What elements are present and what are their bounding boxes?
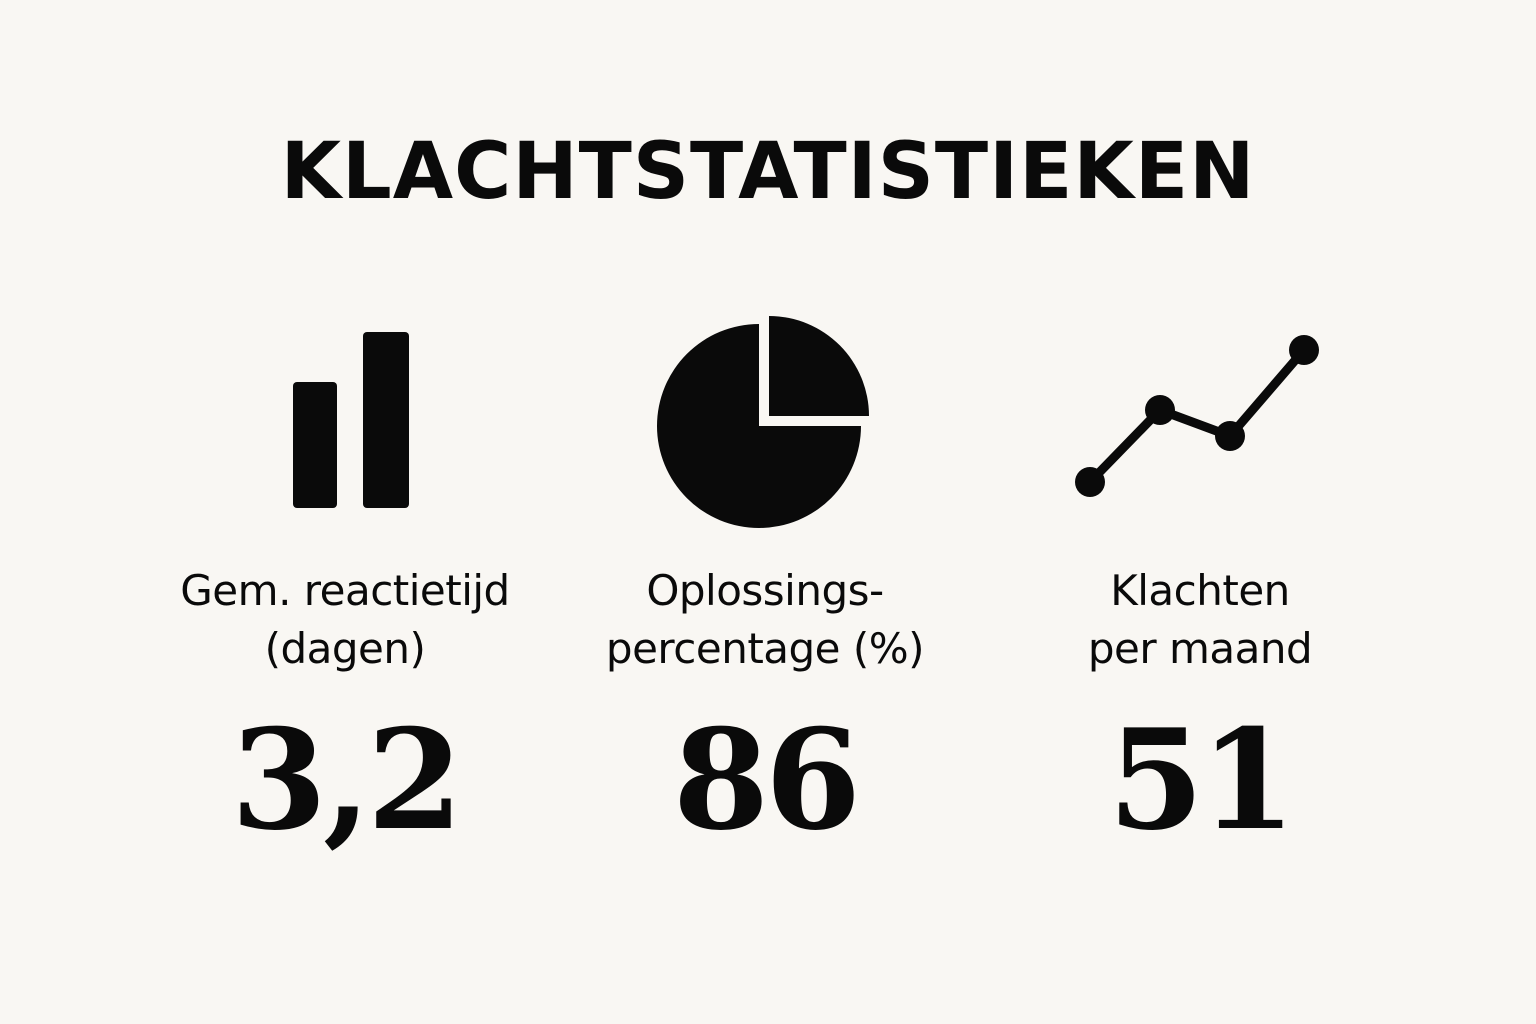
stat-label-complaints-per-month: Klachten per maand [980,562,1420,678]
stat-label-response-time: Gem. reactietijd (dagen) [125,562,565,678]
stat-card-response-time: Gem. reactietijd (dagen) 3,2 [125,300,565,860]
pie-chart-icon [545,300,985,540]
page-title: KLACHTSTATISTIEKEN [280,127,1256,217]
stat-value-complaints-per-month: 51 [1107,698,1296,861]
stat-label-resolution-rate: Oplossings- percentage (%) [545,562,985,678]
bar-chart-icon [125,300,565,540]
stat-label-line: Klachten [1110,566,1290,615]
stat-label-line: (dagen) [264,624,426,673]
line-chart-icon [980,300,1420,540]
stat-card-complaints-per-month: Klachten per maand 51 [980,300,1420,860]
stat-card-resolution-rate: Oplossings- percentage (%) 86 [545,300,985,860]
stat-value-response-time: 3,2 [230,698,463,861]
stat-label-line: percentage (%) [605,624,925,673]
stat-value-resolution-rate: 86 [672,698,861,861]
stat-label-line: per maand [1087,624,1313,673]
stat-label-line: Gem. reactietijd [180,566,510,615]
stat-label-line: Oplossings- [646,566,884,615]
